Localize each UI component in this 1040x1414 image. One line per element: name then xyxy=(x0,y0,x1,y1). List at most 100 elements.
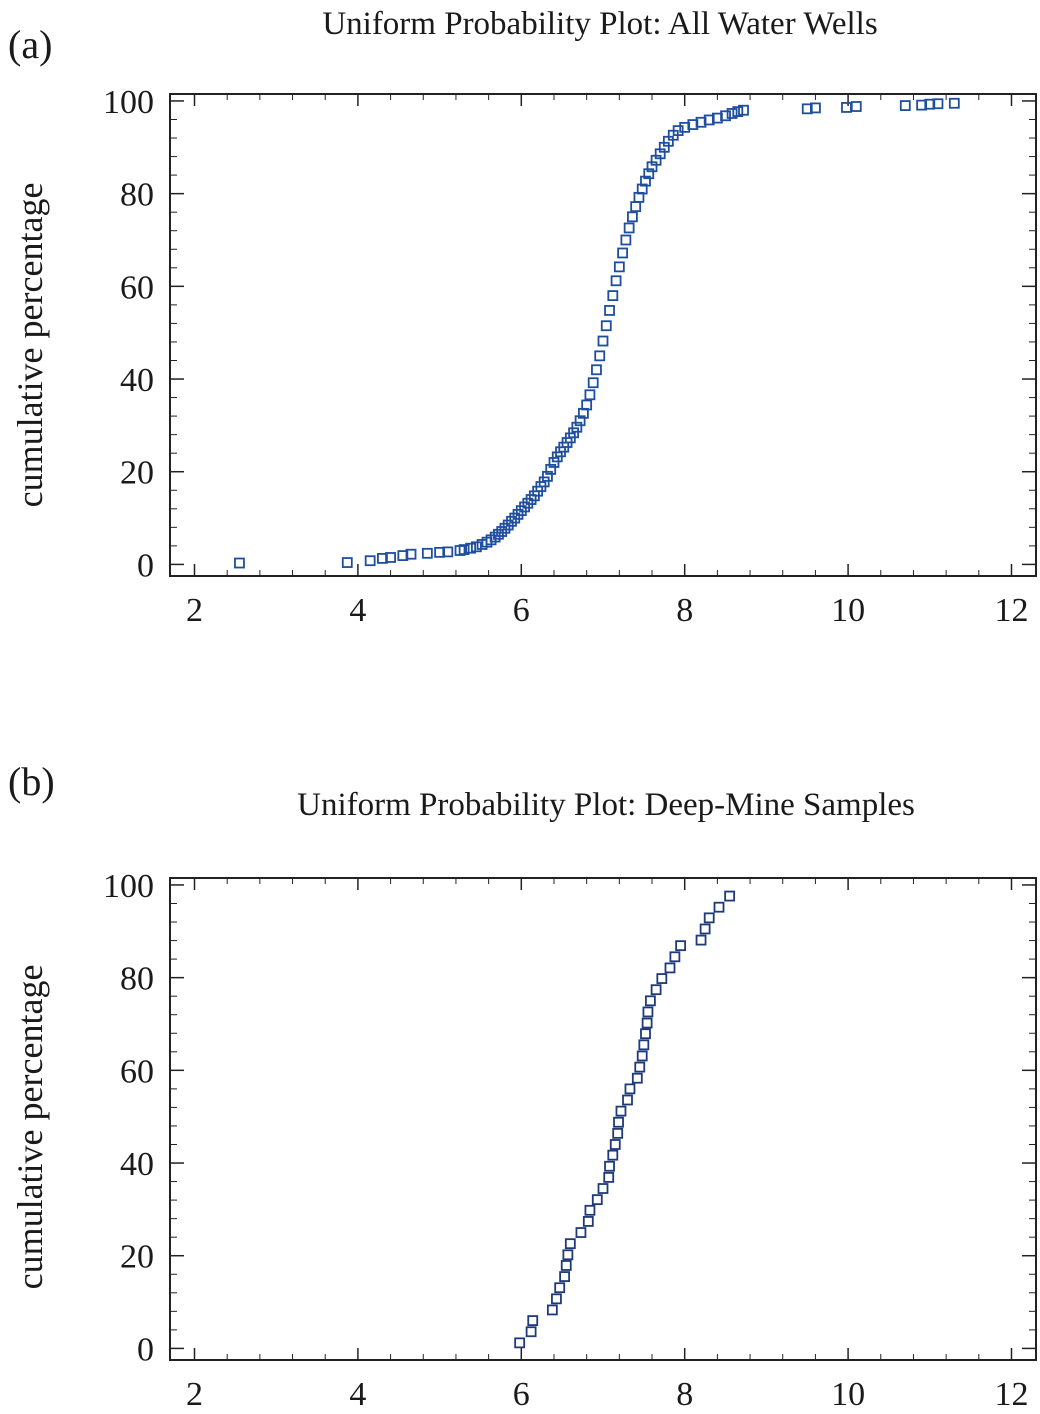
panel-a-ytick-label: 20 xyxy=(120,455,154,492)
panel-b-data-point xyxy=(669,951,681,963)
panel-a-label: (a) xyxy=(8,22,52,67)
panel-a-data-point xyxy=(738,104,749,116)
panel-a-data-point xyxy=(726,108,738,119)
panel-b-data-point xyxy=(622,1094,633,1106)
panel-b: (b) Uniform Probability Plot: Deep-Mine … xyxy=(8,759,1037,1413)
panel-b-ytick-label: 20 xyxy=(120,1239,154,1276)
panel-b-data-point xyxy=(656,973,668,984)
panel-a-data-point xyxy=(470,541,482,553)
panel-b-data-point xyxy=(551,1293,562,1305)
panel-a-data-point xyxy=(850,101,862,112)
panel-b-xtick-label: 2 xyxy=(186,1376,203,1413)
panel-a-data-point xyxy=(571,421,583,433)
panel-b-data-point xyxy=(562,1249,574,1261)
panel-b-data-point xyxy=(713,901,725,913)
panel-b-xtick-label: 10 xyxy=(831,1376,865,1413)
panel-b-data-point xyxy=(525,1326,537,1338)
panel-a-data-point xyxy=(610,275,622,287)
panel-b-data-point xyxy=(559,1271,571,1282)
panel-a-data-point xyxy=(341,557,353,568)
panel-b-data-point xyxy=(675,940,687,952)
panel-b-plot-frame xyxy=(169,877,1037,1361)
panel-a-data-point xyxy=(442,546,454,558)
panel-b-data-point xyxy=(607,1149,619,1161)
panel-b-data-point xyxy=(703,912,715,924)
panel-b-data-point xyxy=(615,1105,627,1117)
panel-a-data-point xyxy=(465,542,477,554)
panel-a-data-point xyxy=(630,201,642,213)
panel-a-data-point xyxy=(548,457,560,468)
panel-a-data-point xyxy=(458,544,470,555)
panel-b-data-point xyxy=(641,1017,653,1029)
panel-a-data-point xyxy=(720,110,731,122)
panel-b-data-point xyxy=(642,1006,654,1018)
panel-a-data-point xyxy=(568,427,579,439)
panel-a-data-point xyxy=(636,183,648,195)
panel-a-data-point xyxy=(627,211,638,223)
panel-b-data-point xyxy=(527,1315,539,1327)
panel-b-data-point xyxy=(582,1216,594,1227)
panel-b-data-point xyxy=(636,1050,648,1062)
panel-a-data-point xyxy=(542,470,553,482)
panel-a: (a) Uniform Probability Plot: All Water … xyxy=(8,6,1037,629)
panel-b-data-point xyxy=(640,1028,651,1040)
panel-a-plot-frame xyxy=(169,93,1037,577)
panel-a-data-point xyxy=(591,364,602,376)
panel-b-data-point xyxy=(564,1238,576,1250)
panel-a-ylabel: cumulative percentage xyxy=(10,183,50,508)
panel-b-data-point xyxy=(591,1194,603,1206)
panel-b-xtick-label: 12 xyxy=(994,1376,1028,1413)
panel-a-xtick-label: 12 xyxy=(994,592,1028,629)
panel-b-xtick-label: 8 xyxy=(676,1376,693,1413)
panel-a-data-point xyxy=(538,476,550,488)
panel-a-data-point xyxy=(732,106,744,118)
panel-a-points xyxy=(234,97,960,569)
panel-a-data-point xyxy=(405,548,417,560)
panel-b-data-point xyxy=(554,1282,566,1294)
panel-a-ytick-label: 60 xyxy=(120,269,154,306)
panel-a-axes: 2 4 6 8 10 12 0 20 40 60 80 100 xyxy=(103,84,1036,629)
panel-b-data-point xyxy=(634,1061,646,1073)
panel-b-data-point xyxy=(631,1072,643,1084)
panel-a-data-point xyxy=(643,168,655,180)
panel-a-data-point xyxy=(545,464,557,475)
panel-a-title: Uniform Probability Plot: All Water Well… xyxy=(322,6,877,42)
panel-b-data-point xyxy=(638,1039,650,1051)
panel-b-data-point xyxy=(699,923,711,935)
panel-a-data-point xyxy=(499,522,511,534)
panel-a-data-point xyxy=(597,335,609,347)
panel-a-data-point xyxy=(604,305,615,316)
panel-a-xtick-label: 8 xyxy=(676,592,693,629)
panel-a-data-point xyxy=(899,100,911,111)
panel-a-data-point xyxy=(489,531,501,543)
panel-a-data-point xyxy=(600,320,612,332)
panel-a-data-point xyxy=(620,234,632,246)
panel-b-data-point xyxy=(664,962,676,974)
panel-a-data-point xyxy=(584,389,596,401)
panel-b-xtick-label: 4 xyxy=(349,1376,366,1413)
panel-b-title: Uniform Probability Plot: Deep-Mine Samp… xyxy=(297,787,915,823)
panel-a-data-point xyxy=(594,350,606,362)
panel-a-data-point xyxy=(496,526,508,537)
panel-b-label: (b) xyxy=(8,759,55,804)
panel-a-xtick-label: 4 xyxy=(349,592,366,629)
panel-a-xtick-label: 6 xyxy=(513,592,530,629)
panel-b-data-point xyxy=(560,1260,572,1271)
panel-a-data-point xyxy=(385,552,396,563)
panel-b-data-point xyxy=(514,1337,526,1349)
panel-b-data-point xyxy=(724,890,736,902)
panel-b-ytick-label: 100 xyxy=(103,868,154,905)
panel-b-data-point xyxy=(597,1183,609,1194)
panel-a-data-point xyxy=(810,102,821,114)
panel-b-ytick-label: 60 xyxy=(120,1053,154,1090)
panel-b-xtick-label: 6 xyxy=(513,1376,530,1413)
panel-b-ytick-label: 80 xyxy=(120,961,154,998)
panel-a-data-point xyxy=(841,102,852,113)
panel-a-data-point xyxy=(421,547,433,559)
panel-a-data-point xyxy=(493,528,504,540)
panel-b-data-point xyxy=(644,995,656,1007)
panel-a-data-point xyxy=(574,415,586,427)
panel-b-data-point xyxy=(613,1116,624,1128)
panel-b-ylabel: cumulative percentage xyxy=(10,965,50,1290)
